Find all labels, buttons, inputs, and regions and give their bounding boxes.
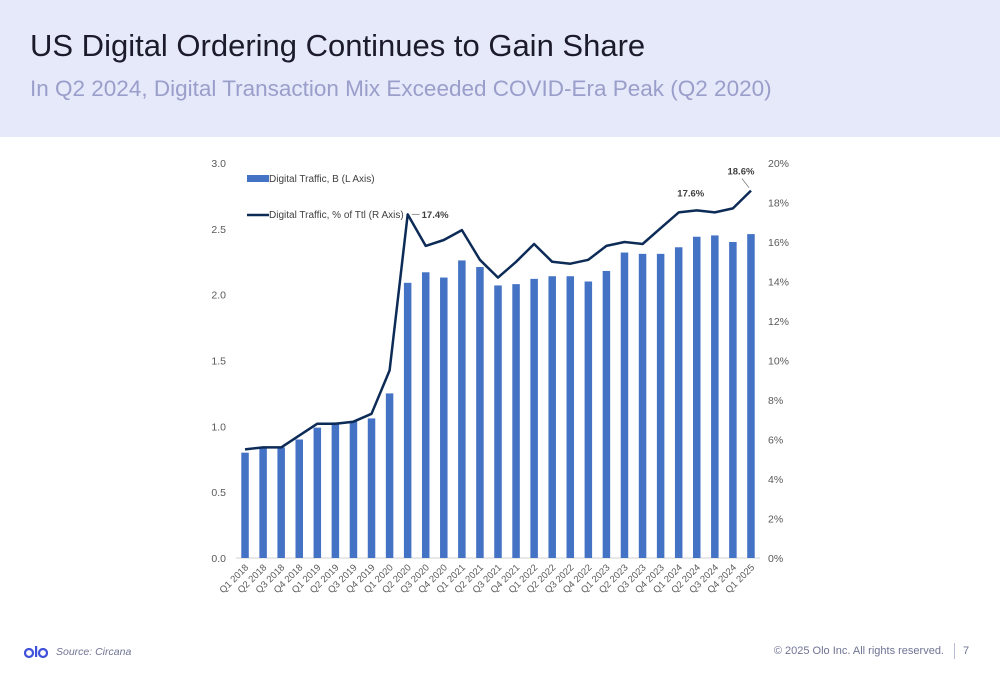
chart: 0.0 0.5 1.0 1.5 2.0 2.5 3.0 0% 2% 4% 6% 8% 10% 12% 14%…	[211, 158, 789, 596]
bar	[331, 422, 340, 558]
bar	[421, 272, 430, 558]
copyright: © 2025 Olo Inc. All rights reserved.	[773, 645, 944, 657]
page-title: US Digital Ordering Continues to Gain Sh…	[30, 28, 646, 63]
bar	[674, 247, 683, 558]
data-label-leader	[741, 178, 750, 188]
bar	[385, 393, 394, 558]
header-band	[0, 0, 1000, 137]
y-right-tick-label: 18%	[768, 198, 789, 210]
page-number: 7	[963, 645, 970, 657]
data-label: 17.4%	[422, 210, 449, 221]
y-left-tick-label: 3.0	[211, 158, 226, 170]
bar	[584, 281, 593, 558]
bar	[747, 234, 755, 558]
bar	[530, 278, 538, 558]
bar	[440, 277, 448, 558]
bar	[494, 285, 502, 558]
bar	[693, 236, 701, 558]
data-label: 18.6%	[727, 167, 754, 178]
bar	[295, 439, 303, 558]
y-left-tick-label: 0.0	[211, 553, 226, 565]
bar	[638, 253, 647, 558]
bar	[656, 253, 665, 558]
legend-label: Digital Traffic, % of Ttl (R Axis)	[269, 210, 404, 221]
y-right-tick-label: 6%	[768, 435, 783, 447]
y-right-tick-label: 0%	[768, 553, 783, 565]
source-note: Source: Circana	[56, 646, 132, 658]
bar	[512, 284, 520, 558]
bar	[548, 276, 556, 558]
bar	[620, 252, 629, 558]
data-label: 17.6%	[677, 188, 704, 199]
bar	[566, 276, 575, 558]
bar	[711, 235, 719, 558]
y-left-tick-label: 0.5	[211, 487, 226, 499]
y-right-tick-label: 14%	[768, 277, 789, 289]
bar	[241, 452, 249, 558]
bar	[476, 267, 484, 558]
y-right-tick-label: 16%	[768, 237, 789, 249]
bar	[313, 427, 322, 558]
y-right-tick-label: 20%	[768, 158, 789, 170]
y-right-tick-label: 8%	[768, 395, 783, 407]
legend-bar-swatch	[247, 175, 269, 182]
bar	[729, 242, 737, 558]
y-right-tick-label: 2%	[768, 514, 783, 526]
y-left-tick-label: 2.0	[211, 290, 226, 302]
bar	[277, 447, 285, 558]
legend-label: Digital Traffic, B (L Axis)	[269, 174, 375, 185]
y-left-tick-label: 1.5	[211, 356, 226, 368]
footer-divider	[954, 643, 955, 659]
y-left-tick-label: 1.0	[211, 421, 226, 433]
bar	[367, 418, 376, 558]
y-right-tick-label: 12%	[768, 316, 789, 328]
bar	[259, 447, 267, 558]
y-right-tick-label: 4%	[768, 474, 783, 486]
olo-logo-icon	[24, 646, 48, 659]
y-right-tick-label: 10%	[768, 356, 789, 368]
bar	[458, 260, 466, 558]
bar	[403, 282, 412, 558]
page-subtitle: In Q2 2024, Digital Transaction Mix Exce…	[30, 76, 772, 101]
y-left-tick-label: 2.5	[211, 224, 226, 236]
bar	[349, 421, 358, 558]
series-line	[244, 189, 752, 451]
bar	[602, 270, 611, 558]
